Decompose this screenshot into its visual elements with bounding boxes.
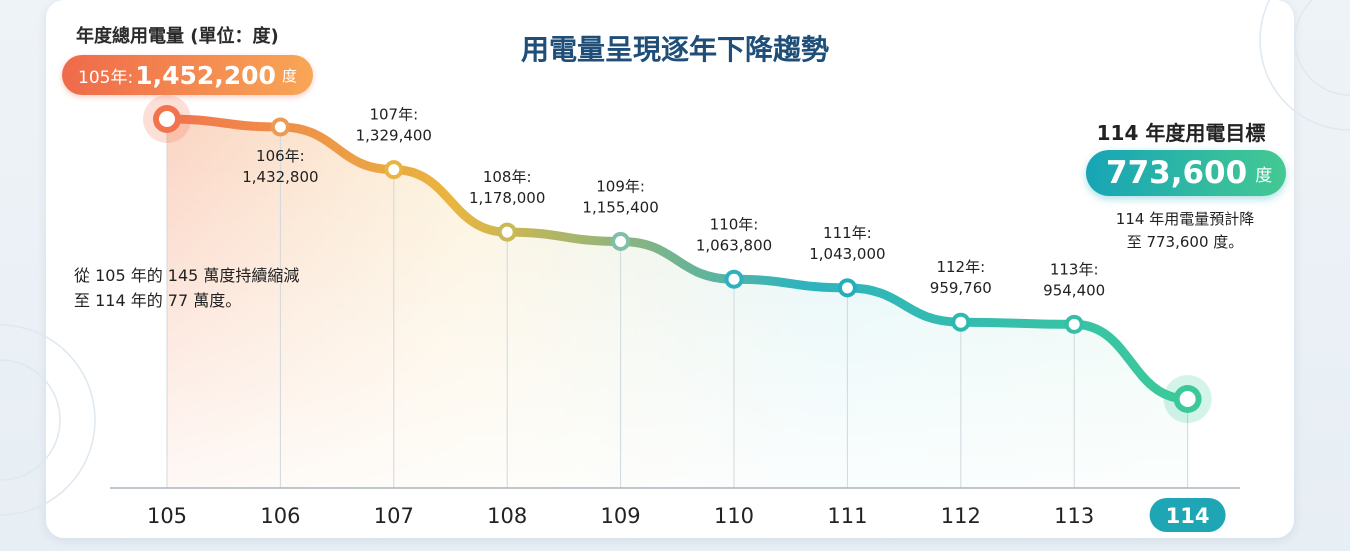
x-tick-label-110: 110 bbox=[714, 504, 754, 528]
data-point-110 bbox=[728, 273, 740, 285]
x-tick-label-106: 106 bbox=[260, 504, 300, 528]
x-tick-label-109: 109 bbox=[601, 504, 641, 528]
data-point-105 bbox=[159, 111, 175, 127]
x-tick-label-105: 105 bbox=[147, 504, 187, 528]
data-label-111: 111年: 1,043,000 bbox=[809, 224, 885, 263]
data-label-113: 113年: 954,400 bbox=[1043, 260, 1105, 299]
x-tick-label-111: 111 bbox=[827, 504, 867, 528]
x-tick-label-112: 112 bbox=[941, 504, 981, 528]
summary-note: 從 105 年的 145 萬度持續縮減 至 114 年的 77 萬度。 bbox=[74, 266, 300, 310]
data-point-106 bbox=[274, 121, 286, 133]
x-tick-label-113: 113 bbox=[1054, 504, 1094, 528]
data-label-112: 112年: 959,760 bbox=[930, 258, 992, 297]
x-tick-highlight bbox=[1149, 498, 1226, 532]
data-point-107 bbox=[388, 164, 400, 176]
area-fade bbox=[167, 119, 1188, 488]
data-point-111 bbox=[841, 282, 853, 294]
data-point-113 bbox=[1068, 318, 1080, 330]
data-point-112 bbox=[955, 316, 967, 328]
data-label-109: 109年: 1,155,400 bbox=[582, 177, 658, 216]
start-value-badge: 105年: 1,452,200 度 bbox=[62, 55, 313, 95]
start-badge-prefix: 105年: bbox=[78, 67, 134, 88]
data-point-114 bbox=[1179, 391, 1196, 407]
target-note: 114 年用電量預計降 至 773,600 度。 bbox=[1115, 210, 1255, 251]
data-label-106: 106年: 1,432,800 bbox=[242, 147, 318, 186]
data-label-110: 110年: 1,063,800 bbox=[696, 215, 772, 254]
series-line bbox=[162, 114, 1193, 404]
target-title: 114 年度用電目標 bbox=[1096, 121, 1266, 145]
unit-label: 年度總用電量 (單位：度) bbox=[76, 26, 279, 47]
chart-title: 用電量呈現逐年下降趨勢 bbox=[520, 33, 829, 66]
target-value-badge: 773,600 度 bbox=[1086, 150, 1287, 196]
x-tick-label-114: 114 bbox=[1166, 504, 1210, 528]
data-point-108 bbox=[501, 226, 513, 238]
data-point-109 bbox=[615, 235, 627, 247]
target-badge-value: 773,600 bbox=[1106, 155, 1248, 191]
data-label-107: 107年: 1,329,400 bbox=[356, 106, 432, 145]
x-tick-label-108: 108 bbox=[487, 504, 527, 528]
start-badge-unit: 度 bbox=[281, 66, 297, 85]
start-badge-value: 1,452,200 bbox=[135, 60, 276, 90]
data-label-108: 108年: 1,178,000 bbox=[469, 168, 545, 207]
x-tick-label-107: 107 bbox=[374, 504, 414, 528]
target-badge-unit: 度 bbox=[1255, 165, 1273, 186]
